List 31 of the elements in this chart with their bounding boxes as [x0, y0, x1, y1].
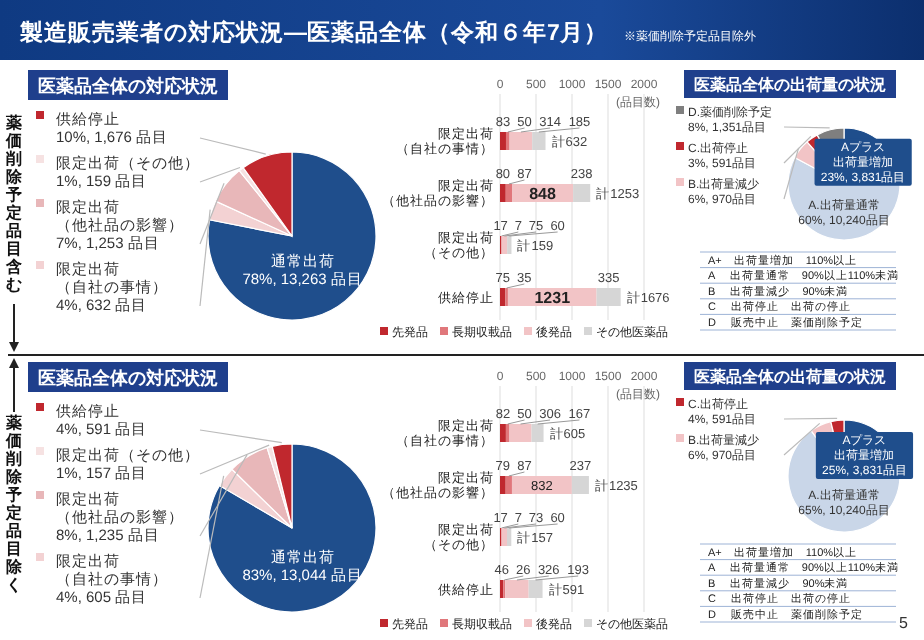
bar	[571, 476, 589, 494]
bar	[528, 580, 543, 598]
data-label: 848	[529, 184, 557, 203]
bar	[500, 288, 506, 306]
text: 5	[899, 614, 910, 632]
bar	[500, 132, 506, 150]
chart-title: 医薬品全体の対応状況	[38, 368, 218, 388]
pie-slice	[207, 151, 377, 321]
bar	[501, 528, 507, 546]
bar	[596, 288, 621, 306]
bar	[505, 184, 513, 202]
chart-title: 医薬品全体の出荷量の状況	[694, 76, 886, 94]
bar	[531, 424, 544, 442]
bar	[501, 236, 508, 254]
bar	[505, 580, 529, 598]
text: 薬価削除予定品目含む	[6, 114, 22, 294]
bar	[506, 528, 512, 546]
pie-slice	[207, 443, 377, 613]
bar	[500, 476, 506, 494]
bar	[509, 424, 532, 442]
bar	[500, 184, 506, 202]
chart-title: 医薬品全体の出荷量の状況	[694, 368, 886, 386]
bar	[505, 476, 512, 494]
bar	[532, 132, 546, 150]
chart-title: 医薬品全体の対応状況	[38, 76, 218, 96]
data-label: 1231	[534, 288, 572, 307]
bar	[500, 424, 506, 442]
bar	[573, 184, 591, 202]
text: 薬価削除予定品目除く	[6, 414, 22, 594]
bar	[509, 132, 533, 150]
text: 製造販売業者の対応状況—医薬品全体（令和６年7月）	[18, 18, 608, 46]
